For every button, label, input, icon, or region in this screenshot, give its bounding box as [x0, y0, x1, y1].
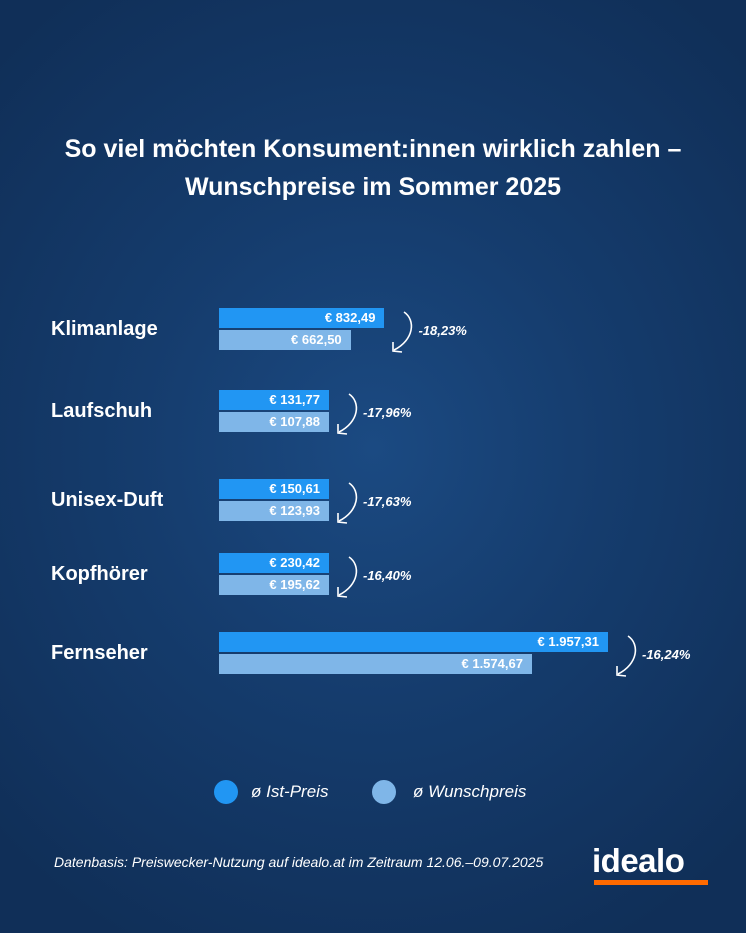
- value-label-wunsch-laufschuh: € 107,88: [269, 414, 320, 429]
- category-label-laufschuh: Laufschuh: [51, 400, 153, 422]
- bar-ist-laufschuh: [219, 390, 329, 410]
- category-label-unisex-duft: Unisex-Duft: [51, 489, 164, 511]
- category-label-kopfh-rer: Kopfhörer: [51, 563, 148, 585]
- bar-wunsch-laufschuh: [219, 412, 329, 432]
- difference-label-kopfh-rer: -16,40%: [363, 568, 412, 583]
- bar-wunsch-kopfh-rer: [219, 575, 329, 595]
- difference-label-unisex-duft: -17,63%: [363, 494, 412, 509]
- curved-arrow-icon: [337, 393, 358, 435]
- curved-arrow-icon: [337, 556, 358, 598]
- source-note: Datenbasis: Preiswecker-Nutzung auf idea…: [54, 854, 544, 870]
- difference-label-laufschuh: -17,96%: [363, 405, 412, 420]
- value-label-ist-klimanlage: € 832,49: [324, 310, 376, 325]
- value-label-ist-kopfh-rer: € 230,42: [269, 555, 320, 570]
- legend-label-wunsch: ø Wunschpreis: [413, 782, 527, 801]
- bar-wunsch-klimanlage: [219, 330, 351, 350]
- difference-label-fernseher: -16,24%: [642, 647, 691, 662]
- legend: ø Ist-Preis ø Wunschpreis: [0, 780, 746, 806]
- chart-title-line-1: So viel möchten Konsument:innen wirklich…: [64, 135, 682, 163]
- value-label-ist-unisex-duft: € 150,61: [269, 481, 320, 496]
- bar-ist-kopfh-rer: [219, 553, 329, 573]
- bar-wunsch-fernseher: [219, 654, 532, 674]
- difference-label-klimanlage: -18,23%: [418, 323, 467, 338]
- curved-arrow-icon: [337, 482, 358, 524]
- value-label-ist-fernseher: € 1.957,31: [537, 634, 599, 649]
- curved-arrow-icon: [616, 635, 637, 677]
- bar-ist-fernseher: [219, 632, 608, 652]
- legend-label-ist: ø Ist-Preis: [251, 782, 329, 801]
- value-label-wunsch-klimanlage: € 662,50: [291, 332, 342, 347]
- value-label-wunsch-unisex-duft: € 123,93: [269, 503, 320, 518]
- bar-ist-unisex-duft: [219, 479, 329, 499]
- chart-title: So viel möchten Konsument:innen wirklich…: [0, 130, 746, 206]
- bar-ist-klimanlage: [219, 308, 385, 328]
- legend-swatch-ist: [214, 780, 238, 804]
- value-label-wunsch-fernseher: € 1.574,67: [461, 656, 523, 671]
- idealo-logo: idealo: [592, 842, 685, 879]
- bar-wunsch-unisex-duft: [219, 501, 329, 521]
- category-label-klimanlage: Klimanlage: [51, 318, 158, 340]
- legend-swatch-wunsch: [372, 780, 396, 804]
- logo-underline: [594, 880, 708, 885]
- chart-title-line-2: Wunschpreise im Sommer 2025: [184, 173, 562, 201]
- value-label-wunsch-kopfh-rer: € 195,62: [269, 577, 320, 592]
- category-label-fernseher: Fernseher: [51, 642, 148, 664]
- value-label-ist-laufschuh: € 131,77: [269, 392, 320, 407]
- curved-arrow-icon: [392, 311, 413, 353]
